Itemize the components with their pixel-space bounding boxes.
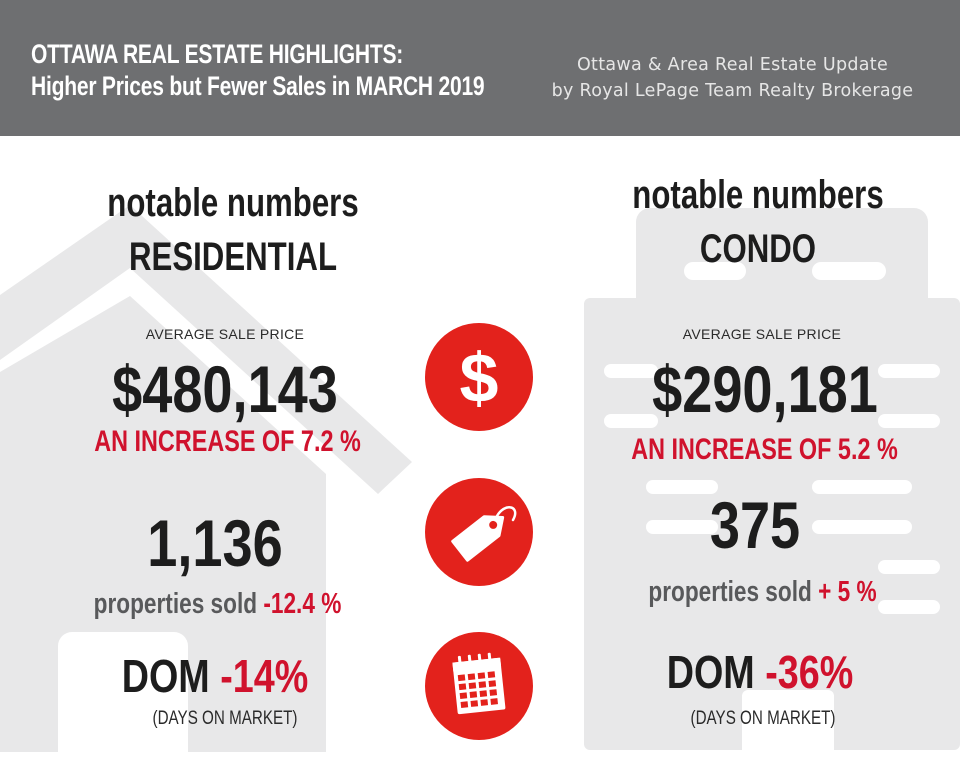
- residential-dom: DOM -14%: [55, 650, 375, 702]
- condo-sold-count: 375: [709, 488, 801, 562]
- condo-dom-change: -36%: [765, 646, 854, 698]
- house-door: [58, 632, 188, 772]
- title-line-1: OTTAWA REAL ESTATE HIGHLIGHTS:: [31, 39, 404, 69]
- background-buildings-illustration: [0, 205, 960, 772]
- subtitle-line-2: by Royal LePage Team Realty Brokerage: [551, 81, 914, 101]
- condo-avg-price-change: AN INCREASE OF 5.2 %: [631, 433, 898, 466]
- condo-tower-body: [584, 298, 960, 750]
- house-roof-outline: [0, 205, 412, 494]
- residential-sold-count: 1,136: [147, 506, 283, 580]
- residential-dom-subtitle: (DAYS ON MARKET): [152, 708, 298, 729]
- condo-dom-subtitle: (DAYS ON MARKET): [690, 708, 836, 729]
- page-title: OTTAWA REAL ESTATE HIGHLIGHTS: Higher Pr…: [31, 38, 485, 102]
- condo-avg-price-label: AVERAGE SALE PRICE: [682, 326, 842, 342]
- residential-dom-label: DOM: [121, 650, 210, 702]
- residential-avg-price-label: AVERAGE SALE PRICE: [145, 326, 305, 342]
- condo-sold-label: properties sold: [648, 576, 812, 608]
- residential-avg-price-change: AN INCREASE OF 7.2 %: [94, 425, 361, 458]
- price-tag-icon: [425, 478, 533, 586]
- condo-properties-sold: properties sold + 5 %: [608, 574, 916, 610]
- subtitle-line-1: Ottawa & Area Real Estate Update: [576, 55, 889, 75]
- residential-sold-change: -12.4 %: [263, 588, 342, 620]
- condo-dom: DOM -36%: [600, 646, 920, 698]
- residential-heading-line-2: RESIDENTIAL: [128, 235, 338, 279]
- header-banner: OTTAWA REAL ESTATE HIGHLIGHTS: Higher Pr…: [0, 0, 960, 136]
- title-line-2: Higher Prices but Fewer Sales in MARCH 2…: [31, 71, 485, 101]
- condo-sold-change: + 5 %: [818, 576, 877, 608]
- residential-heading: notable numbers RESIDENTIAL: [90, 176, 375, 284]
- calendar-icon: [425, 632, 533, 740]
- page-subtitle: Ottawa & Area Real Estate Update by Roya…: [530, 52, 935, 104]
- condo-heading: notable numbers CONDO: [615, 168, 900, 276]
- condo-heading-line-2: CONDO: [699, 227, 817, 271]
- condo-heading-line-1: notable numbers: [632, 173, 884, 217]
- residential-dom-change: -14%: [220, 650, 309, 702]
- condo-avg-price: $290,181: [652, 352, 878, 426]
- residential-sold-label: properties sold: [93, 588, 258, 620]
- condo-door: [742, 690, 834, 772]
- residential-properties-sold: properties sold -12.4 %: [63, 586, 371, 622]
- dollar-icon: $: [425, 323, 533, 431]
- residential-avg-price: $480,143: [112, 352, 338, 426]
- dollar-glyph: $: [460, 339, 499, 417]
- condo-dom-label: DOM: [666, 646, 755, 698]
- residential-heading-line-1: notable numbers: [107, 181, 359, 225]
